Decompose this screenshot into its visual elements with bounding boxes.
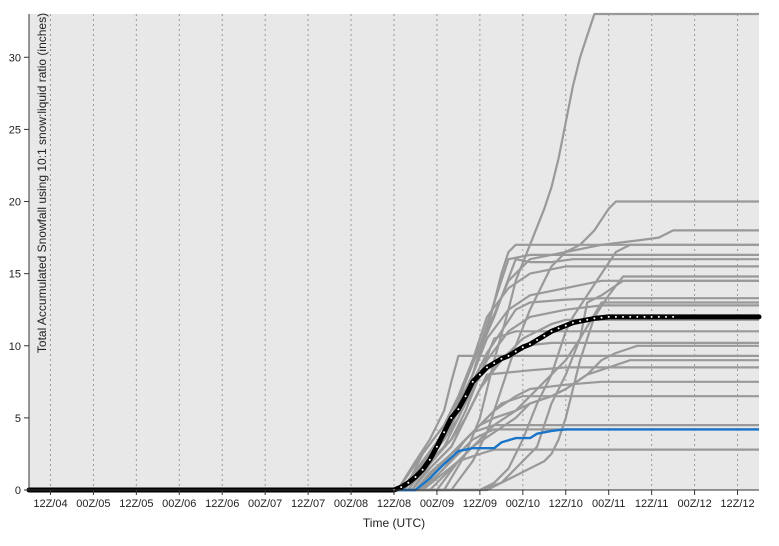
x-tick-label: 00Z/10 (506, 498, 540, 510)
y-tick-label: 15 (9, 269, 21, 281)
x-tick-label: 00Z/07 (248, 498, 282, 510)
x-tick-label: 00Z/05 (76, 498, 110, 510)
mean-point (665, 315, 667, 318)
mean-point (557, 327, 560, 330)
member-line (29, 279, 759, 492)
x-tick-label: 12Z/10 (549, 498, 583, 510)
ensemble-members (29, 12, 759, 492)
x-tick-label: 00Z/09 (420, 498, 454, 510)
x-tick-label: 12Z/05 (119, 498, 153, 510)
mean-point (571, 321, 574, 324)
x-axis-title: Time (UTC) (363, 516, 425, 530)
y-tick-label: 10 (9, 341, 21, 353)
member-line (29, 243, 759, 492)
member-line (29, 354, 759, 492)
mean-point (614, 315, 617, 318)
y-tick-label: 5 (15, 413, 21, 425)
x-axis: 12Z/04 00Z/05 12Z/05 00Z/06 12Z/06 00Z/07 12Z/… (29, 489, 759, 510)
member-line (29, 359, 759, 492)
member-line (29, 330, 759, 492)
member-line (29, 279, 759, 492)
mean-point (421, 468, 424, 471)
member-line (29, 301, 759, 492)
mean-point (471, 380, 474, 383)
member-line (29, 200, 759, 492)
y-axis-title: Total Accumulated Snowfall using 10:1 sn… (35, 13, 49, 353)
mean-point (500, 357, 503, 360)
mean-point (543, 334, 546, 337)
y-tick-label: 20 (9, 197, 21, 209)
mean-point (435, 445, 438, 448)
mean-point (400, 486, 403, 489)
x-tick-label: 12Z/07 (291, 498, 325, 510)
mean-point (550, 330, 553, 333)
member-line (29, 366, 759, 492)
highlight-series (29, 428, 759, 492)
mean-point (564, 324, 567, 327)
mean-point (521, 346, 524, 349)
y-tick-label: 25 (9, 124, 21, 136)
x-tick-label: 00Z/12 (677, 498, 711, 510)
member-line (29, 12, 759, 492)
mean-point (657, 315, 660, 318)
y-tick-label: 0 (15, 485, 21, 497)
mean-point (457, 408, 460, 411)
mean-point (586, 318, 589, 321)
mean-point (414, 476, 417, 478)
x-tick-label: 00Z/08 (334, 498, 368, 510)
member-line (29, 424, 759, 492)
mean-point (514, 350, 517, 353)
mean-point (486, 366, 488, 369)
x-tick-label: 12Z/08 (377, 498, 411, 510)
mean-point (478, 373, 481, 376)
mean-point (464, 395, 467, 398)
member-line (29, 448, 759, 492)
mean-point (643, 315, 646, 318)
x-tick-label: 12Z/11 (635, 498, 668, 510)
mean-point (536, 339, 539, 341)
member-line (29, 275, 759, 492)
mean-point (428, 458, 431, 461)
mean-point (672, 315, 675, 318)
mean-point (407, 481, 410, 484)
member-line (29, 265, 759, 492)
mean-point (450, 416, 453, 419)
mean-point (493, 362, 496, 365)
x-tick-label: 12Z/06 (205, 498, 239, 510)
mean-point (507, 354, 510, 357)
mean-point (607, 315, 610, 318)
mean-point (529, 343, 531, 346)
x-tick-label: 12Z/12 (720, 498, 754, 510)
vertical-gridlines (49, 14, 739, 490)
mean-point (579, 320, 582, 323)
x-tick-label: 00Z/06 (162, 498, 196, 510)
y-tick-label: 30 (9, 52, 21, 64)
mean-point (636, 315, 639, 318)
mean-point (650, 315, 653, 318)
x-tick-label: 12Z/04 (33, 498, 67, 510)
y-axis: 0 5 10 15 20 25 30 (9, 14, 30, 497)
mean-point (629, 315, 632, 318)
x-tick-label: 00Z/11 (592, 498, 625, 510)
mean-point (600, 316, 603, 319)
x-tick-label: 12Z/09 (463, 498, 497, 510)
mean-point (622, 315, 624, 318)
mean-point (593, 317, 596, 320)
highlight-line (29, 428, 759, 492)
mean-point (443, 431, 446, 434)
